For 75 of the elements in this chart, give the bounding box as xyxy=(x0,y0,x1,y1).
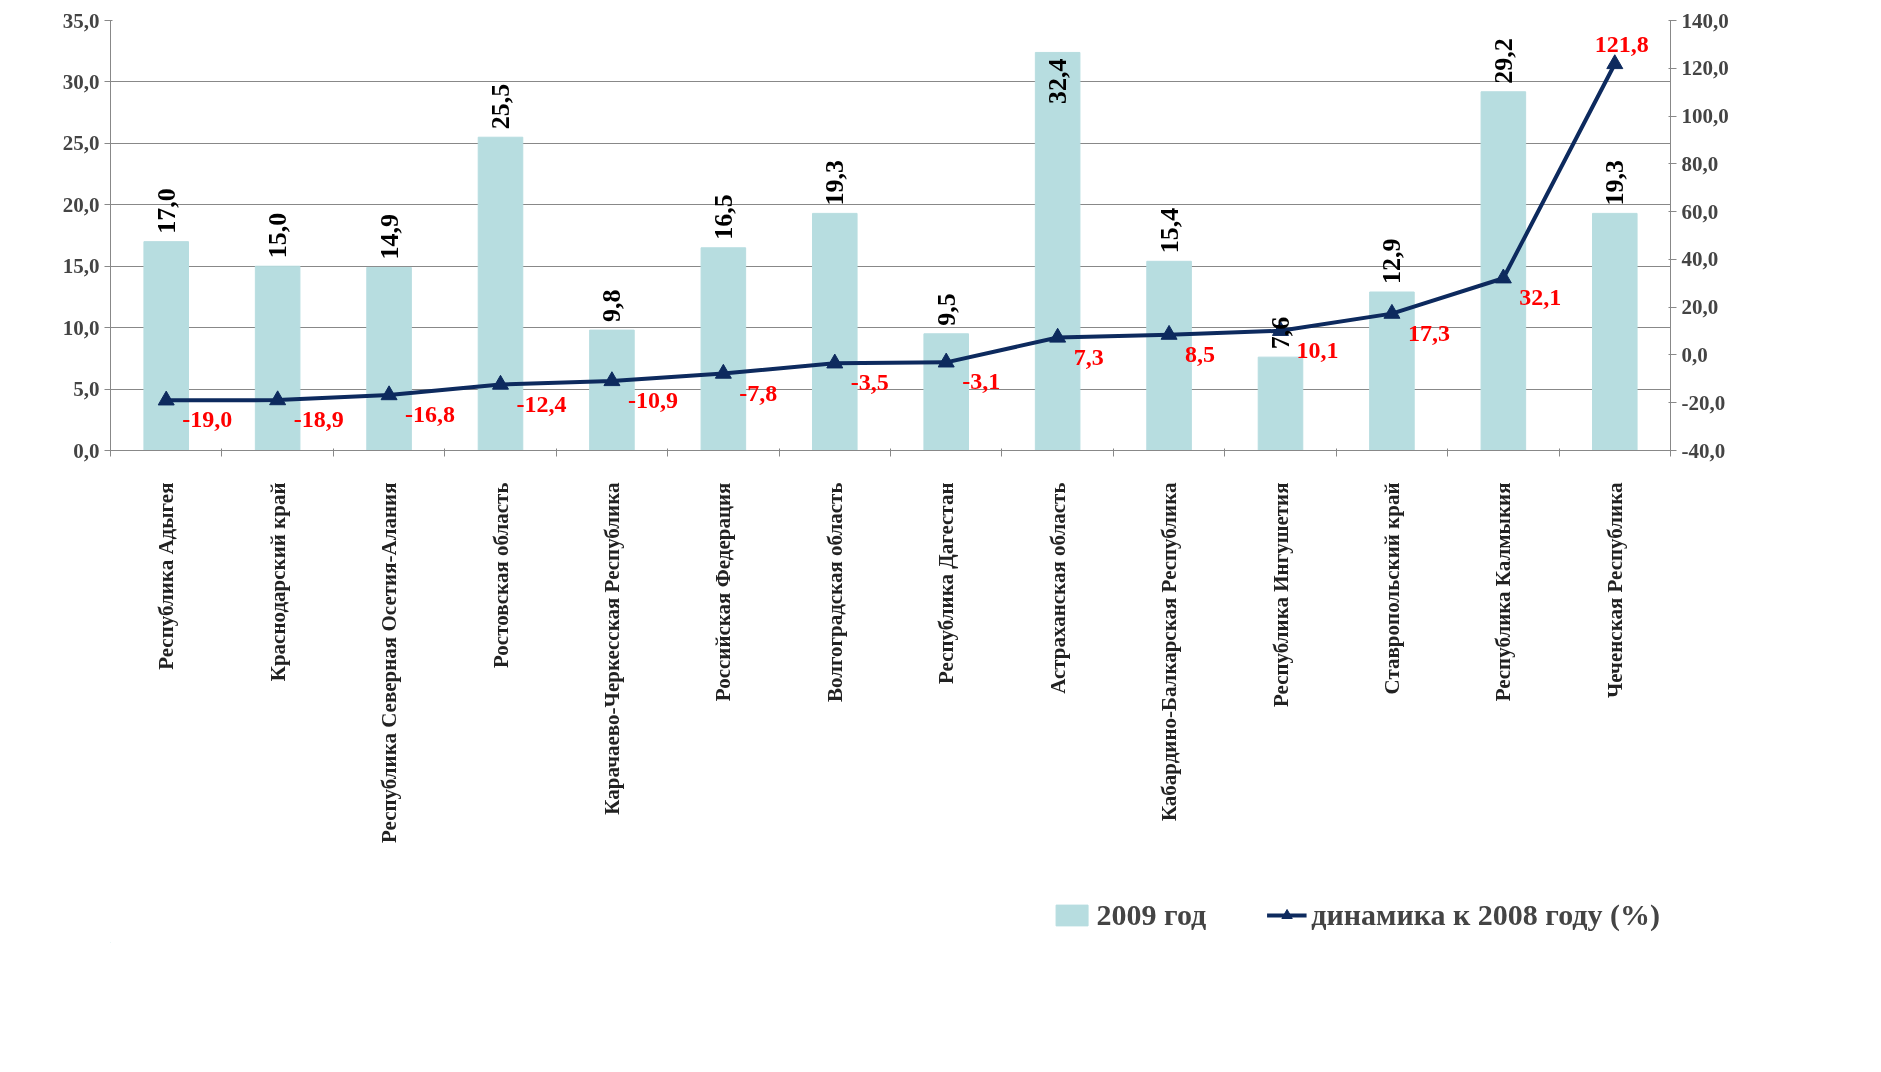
x-tick-label: Волгоградская область xyxy=(822,482,847,703)
data-label: 19,3 xyxy=(1600,159,1630,206)
data-label: -3,1 xyxy=(962,368,1001,395)
y2-tick-label: 120,0 xyxy=(1681,56,1729,81)
point xyxy=(1494,268,1512,284)
x-tick-label: Российская Федерация xyxy=(711,482,736,702)
data-label: -3,5 xyxy=(850,369,889,396)
data-label: 15,0 xyxy=(263,212,293,259)
point xyxy=(1049,327,1067,343)
x-tick-label: Карачаево-Черкесская Республика xyxy=(599,482,624,815)
data-label: -18,9 xyxy=(293,406,344,433)
data-label: 29,2 xyxy=(1488,38,1518,84)
data-label: 19,3 xyxy=(820,159,850,206)
legend-label: 2009 год xyxy=(1096,898,1207,932)
data-label: 15,4 xyxy=(1154,207,1184,254)
y2-tick-label: 0,0 xyxy=(1681,342,1708,367)
point xyxy=(157,390,175,406)
data-label: 9,8 xyxy=(597,289,627,323)
y2-tick-label: -40,0 xyxy=(1681,438,1726,463)
data-label: 32,1 xyxy=(1519,284,1562,311)
x-tick-label: Республика Северная Осетия-Алания xyxy=(377,482,402,843)
y-tick-label: 10,0 xyxy=(62,315,100,340)
x-tick-label: Республика Адыгея xyxy=(154,482,179,670)
point xyxy=(714,363,732,379)
y-tick-label: 25,0 xyxy=(62,131,100,156)
x-tick-label: Краснодарский край xyxy=(265,482,290,682)
y-tick-label: 5,0 xyxy=(73,377,100,402)
y2-tick-label: 80,0 xyxy=(1681,151,1719,176)
data-label: 17,3 xyxy=(1407,319,1450,346)
data-label: 8,5 xyxy=(1185,340,1216,367)
data-label: 16,5 xyxy=(708,194,738,240)
x-tick-label: Республика Ингушетия xyxy=(1268,482,1293,707)
point xyxy=(937,352,955,368)
point xyxy=(380,385,398,401)
data-label: 14,9 xyxy=(374,213,404,260)
y2-tick-label: 100,0 xyxy=(1681,104,1729,129)
point xyxy=(1383,303,1401,319)
x-tick-label: Кабардино-Балкарская Республика xyxy=(1157,482,1182,822)
point xyxy=(1160,324,1178,340)
data-label: 9,5 xyxy=(931,293,961,326)
y2-tick-label: 20,0 xyxy=(1681,295,1719,320)
y-tick-label: 35,0 xyxy=(62,8,100,33)
data-label: 25,5 xyxy=(486,83,515,130)
legend-label: динамика к 2008 году (%) xyxy=(1311,898,1660,932)
x-tick-label: Ставропольский край xyxy=(1379,482,1404,695)
data-label: 32,4 xyxy=(1043,58,1073,104)
y-tick-label: 0,0 xyxy=(73,438,100,463)
data-label: -7,8 xyxy=(739,379,778,406)
data-label: -16,8 xyxy=(405,401,456,428)
point xyxy=(826,353,844,369)
y-tick-label: 30,0 xyxy=(62,69,100,94)
x-tick-label: Республика Дагестан xyxy=(934,482,959,684)
x-tick-label: Чеченская Республика xyxy=(1602,482,1627,699)
bar xyxy=(1592,212,1638,451)
data-label: -12,4 xyxy=(516,390,567,417)
point xyxy=(492,374,509,390)
x-tick-label: Астраханская область xyxy=(1045,482,1070,694)
data-label: 121,8 xyxy=(1594,30,1649,57)
x-tick-label: Ростовская область xyxy=(488,482,513,668)
data-label: 7,3 xyxy=(1073,343,1104,370)
y2-tick-label: -20,0 xyxy=(1681,390,1726,415)
y2-tick-label: 40,0 xyxy=(1681,247,1719,272)
data-label: 7,6 xyxy=(1266,316,1295,350)
y2-tick-label: 60,0 xyxy=(1681,199,1719,224)
y2-tick-label: 140,0 xyxy=(1681,8,1729,33)
data-label: -10,9 xyxy=(627,386,678,413)
data-label: 12,9 xyxy=(1377,238,1407,285)
point xyxy=(603,371,621,387)
y-tick-label: 20,0 xyxy=(62,192,100,217)
data-label: 17,0 xyxy=(151,188,181,234)
data-label: -19,0 xyxy=(182,406,233,433)
x-tick-label: Республика Калмыкия xyxy=(1491,482,1516,702)
point xyxy=(269,390,287,406)
data-label: 10,1 xyxy=(1296,336,1339,363)
y-tick-label: 15,0 xyxy=(62,254,100,279)
